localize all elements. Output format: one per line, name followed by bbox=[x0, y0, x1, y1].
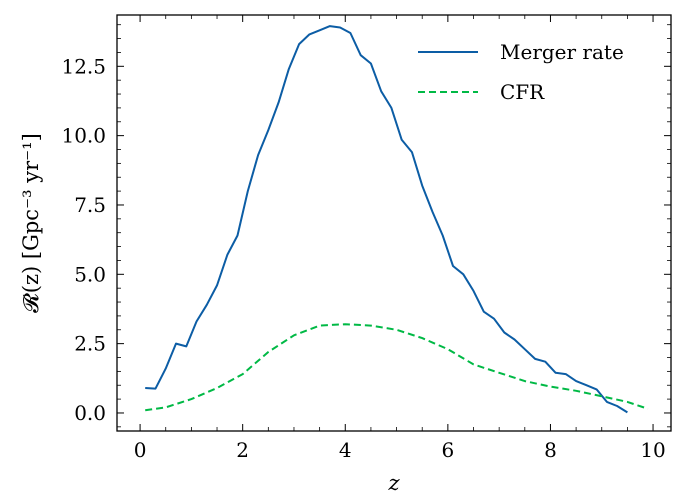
y-axis-label: 𝓡(z) [Gpc⁻³ yr⁻¹] bbox=[19, 133, 43, 313]
legend-label-cfr: CFR bbox=[500, 80, 545, 104]
series-line-cfr bbox=[145, 323, 649, 412]
x-axis-label: z bbox=[387, 471, 400, 495]
x-tick-label: 10 bbox=[640, 438, 665, 462]
legend: Merger rate CFR bbox=[418, 40, 624, 104]
x-tick-label: 8 bbox=[544, 438, 557, 462]
y-tick-label: 0.0 bbox=[74, 401, 106, 425]
y-tick-label: 10.0 bbox=[61, 124, 106, 148]
plot-frame bbox=[116, 14, 672, 432]
y-tick-label: 12.5 bbox=[61, 54, 106, 78]
x-tick-label: 0 bbox=[134, 438, 147, 462]
tick-marks bbox=[117, 15, 671, 431]
y-tick-label: 7.5 bbox=[74, 193, 106, 217]
y-tick-label: 5.0 bbox=[74, 262, 106, 286]
series-layer bbox=[145, 25, 649, 414]
tick-labels: 0 2 4 6 8 10 0.0 2.5 5.0 7.5 10.0 12.5 bbox=[61, 54, 665, 462]
x-tick-label: 2 bbox=[236, 438, 249, 462]
legend-label-merger-rate: Merger rate bbox=[500, 40, 624, 64]
series-line-merger-rate bbox=[145, 25, 628, 414]
x-tick-label: 4 bbox=[339, 438, 352, 462]
x-tick-label: 6 bbox=[441, 438, 454, 462]
y-tick-label: 2.5 bbox=[74, 332, 106, 356]
